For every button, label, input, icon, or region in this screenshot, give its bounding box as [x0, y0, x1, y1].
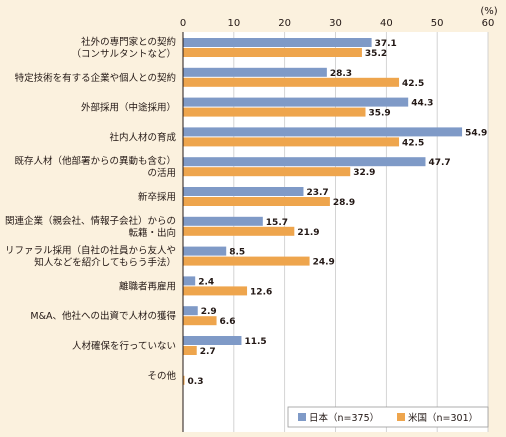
data-label: 35.2: [365, 49, 387, 59]
bar-us: [183, 286, 248, 296]
data-label: 42.5: [402, 79, 424, 89]
category-label: 離職者再雇用: [119, 280, 176, 292]
bar-us: [183, 346, 197, 355]
bar-us: [183, 375, 185, 385]
category-label: 社外の専門家との契約: [81, 36, 176, 48]
category-label: 特定技術を有する企業や個人との契約: [15, 72, 176, 84]
bar-us: [183, 197, 330, 206]
bars: [183, 38, 463, 385]
data-label: 15.7: [266, 218, 288, 228]
category-label: 関連企業（親会社、情報子会社）からの: [5, 215, 176, 227]
data-label: 28.3: [330, 69, 352, 79]
legend-label-japan: 日本（n=375）: [309, 412, 379, 424]
category-label: （コンサルタントなど）: [71, 48, 176, 60]
category-label: M&A、他社への出資で人材の獲得: [30, 310, 176, 322]
category-label: 社内人材の育成: [109, 131, 176, 143]
bar-japan: [183, 306, 198, 316]
data-label: 24.9: [313, 258, 335, 268]
bar-japan: [183, 246, 227, 256]
category-labels: 社外の専門家との契約（コンサルタントなど） 特定技術を有する企業や個人との契約外部…: [5, 36, 177, 382]
category-label: 外部採用（中途採用）: [81, 102, 176, 114]
legend-box: [287, 406, 489, 428]
bar-japan: [183, 38, 372, 47]
data-label: 8.5: [229, 248, 245, 258]
bar-us: [183, 77, 400, 87]
bar-us: [183, 316, 217, 326]
category-label: の活用: [147, 167, 176, 179]
data-label: 11.5: [244, 337, 266, 347]
data-label: 47.7: [428, 158, 450, 168]
bar-japan: [183, 216, 263, 226]
category-label: 知人などを紹介してもらう手法）: [34, 257, 176, 269]
category-label: 転籍・出向: [128, 227, 176, 239]
data-label: 54.9: [465, 128, 487, 138]
data-label: 32.9: [353, 168, 375, 178]
bar-us: [183, 48, 362, 57]
category-label: リファラル採用（自社の社員から友人や: [5, 245, 176, 257]
data-label: 42.5: [402, 138, 424, 148]
data-label: 6.6: [220, 317, 236, 327]
x-tick-label: 0: [180, 18, 186, 29]
data-label: 2.4: [198, 277, 214, 287]
bar-japan: [183, 187, 304, 196]
bar-japan: [183, 67, 327, 77]
bar-japan: [183, 97, 409, 107]
x-tick-label: 40: [380, 18, 393, 29]
data-label: 21.9: [297, 228, 319, 238]
bar-us: [183, 137, 400, 147]
bar-japan: [183, 276, 196, 286]
legend: 日本（n=375） 米国（n=301）: [287, 406, 489, 428]
legend-swatch-japan: [298, 413, 306, 421]
x-tick-label: 30: [329, 18, 342, 29]
value-labels: 37.135.2 28.3 42.5 44.3 35.9 54.9 42.5 47.7 32.9…: [188, 39, 488, 387]
legend-label-us: 米国（n=301）: [408, 412, 478, 424]
unit-label: (%): [480, 6, 497, 17]
x-tick-label: 50: [431, 18, 444, 29]
x-axis-ticks: 0 10 20 30 40 50 60: [180, 18, 495, 29]
bar-japan: [183, 127, 463, 137]
bar-us: [183, 107, 366, 117]
data-label: 12.6: [250, 287, 272, 297]
bar-japan: [183, 336, 242, 345]
data-label: 44.3: [411, 99, 433, 109]
data-label: 23.7: [306, 188, 328, 198]
category-label: 既存人材（他部署からの異動も含む）: [14, 155, 176, 167]
data-label: 37.1: [375, 39, 397, 49]
category-label: その他: [147, 370, 176, 382]
legend-swatch-us: [397, 413, 405, 421]
data-label: 35.9: [368, 109, 390, 119]
bar-us: [183, 256, 310, 266]
category-label: 人材確保を行っていない: [72, 340, 176, 352]
bar-japan: [183, 157, 426, 167]
data-label: 2.7: [200, 347, 216, 357]
data-label: 28.9: [333, 198, 355, 208]
bar-us: [183, 167, 351, 177]
x-tick-label: 10: [227, 18, 240, 29]
data-label: 2.9: [201, 307, 217, 317]
category-label: 新卒採用: [138, 191, 176, 203]
data-label: 0.3: [188, 377, 204, 387]
x-tick-label: 60: [482, 18, 495, 29]
bar-us: [183, 226, 295, 236]
x-tick-label: 20: [278, 18, 291, 29]
